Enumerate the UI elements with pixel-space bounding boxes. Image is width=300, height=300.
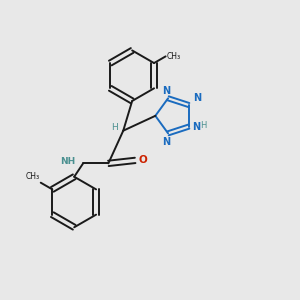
- Text: CH₃: CH₃: [167, 52, 181, 61]
- Text: N: N: [192, 122, 200, 132]
- Text: N: N: [193, 93, 201, 103]
- Text: O: O: [138, 155, 147, 165]
- Text: CH₃: CH₃: [25, 172, 39, 181]
- Text: NH: NH: [60, 158, 76, 166]
- Text: N: N: [163, 86, 171, 96]
- Text: H: H: [200, 121, 206, 130]
- Text: N: N: [163, 137, 171, 147]
- Text: H: H: [111, 123, 118, 132]
